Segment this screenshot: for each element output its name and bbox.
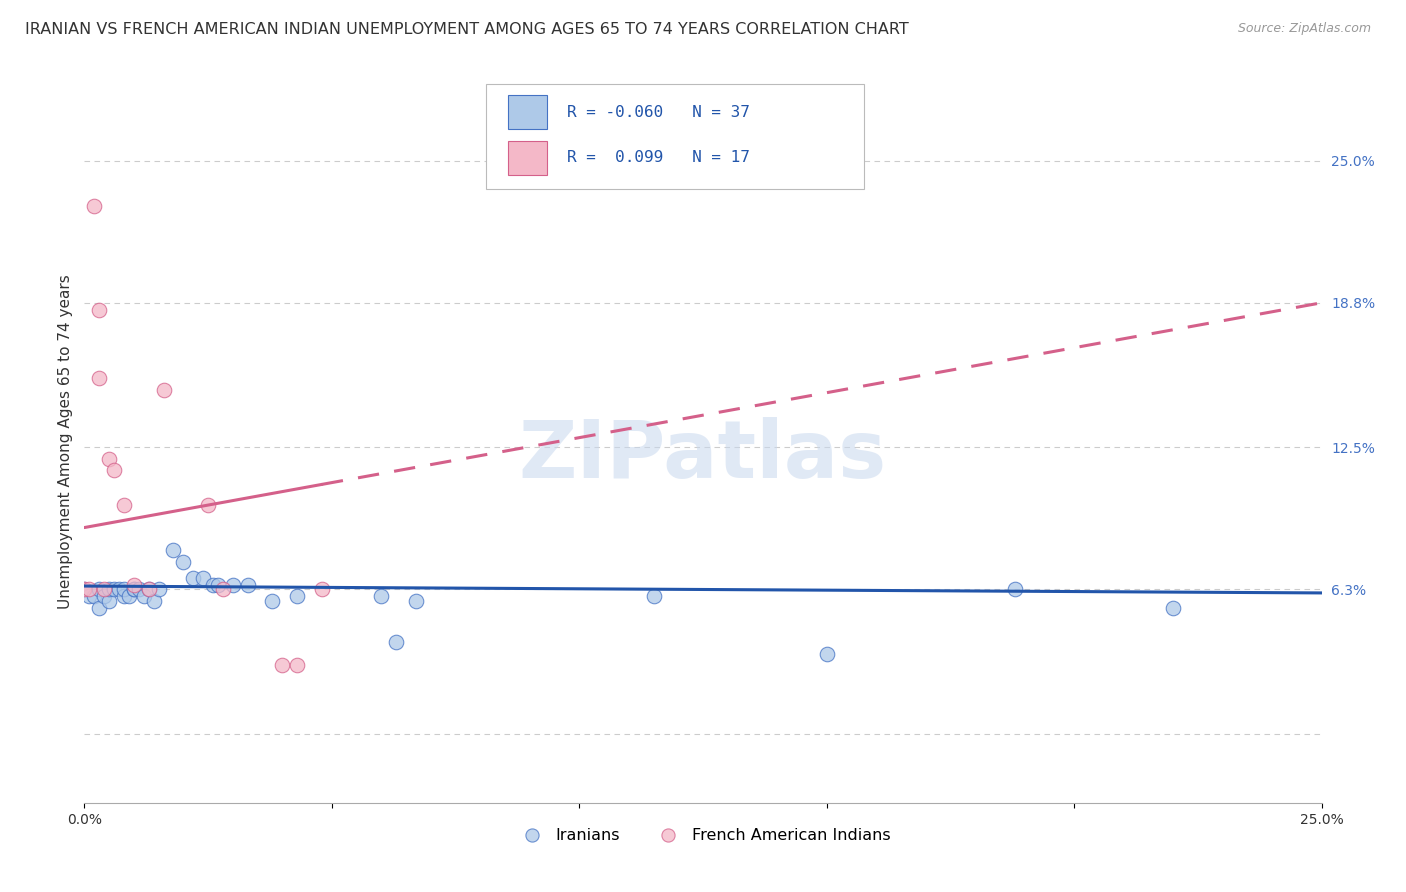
Point: [162, 543, 184, 558]
Point: [202, 578, 225, 592]
Text: IRANIAN VS FRENCH AMERICAN INDIAN UNEMPLOYMENT AMONG AGES 65 TO 74 YEARS CORRELA: IRANIAN VS FRENCH AMERICAN INDIAN UNEMPL…: [25, 22, 910, 37]
Point: [222, 578, 245, 592]
Point: [89, 302, 111, 317]
Point: [98, 594, 121, 608]
Point: [112, 582, 135, 597]
Point: [285, 590, 308, 604]
Point: [152, 383, 174, 397]
Point: [98, 582, 121, 597]
Legend: Iranians, French American Indians: Iranians, French American Indians: [509, 822, 897, 849]
FancyBboxPatch shape: [486, 84, 863, 189]
Point: [191, 571, 214, 585]
Point: [128, 582, 150, 597]
Point: [285, 658, 308, 673]
Point: [212, 582, 235, 597]
Point: [207, 578, 229, 592]
Point: [122, 578, 145, 592]
Point: [89, 600, 111, 615]
Point: [108, 582, 131, 597]
Point: [83, 199, 105, 213]
Point: [643, 590, 665, 604]
Point: [103, 463, 125, 477]
Point: [112, 590, 135, 604]
Point: [311, 582, 333, 597]
Point: [89, 371, 111, 385]
Point: [1161, 600, 1184, 615]
Point: [370, 590, 392, 604]
Point: [181, 571, 204, 585]
Point: [262, 594, 284, 608]
Point: [73, 582, 96, 597]
Point: [138, 582, 160, 597]
Point: [122, 582, 145, 597]
Point: [815, 647, 838, 661]
Point: [271, 658, 294, 673]
Point: [197, 498, 219, 512]
Point: [89, 582, 111, 597]
Point: [148, 582, 170, 597]
Point: [118, 590, 141, 604]
Text: R = -0.060   N = 37: R = -0.060 N = 37: [567, 104, 749, 120]
Point: [236, 578, 259, 592]
Point: [122, 582, 145, 597]
Text: ZIPatlas: ZIPatlas: [519, 417, 887, 495]
Point: [73, 582, 96, 597]
Point: [132, 590, 155, 604]
Y-axis label: Unemployment Among Ages 65 to 74 years: Unemployment Among Ages 65 to 74 years: [58, 274, 73, 609]
Text: Source: ZipAtlas.com: Source: ZipAtlas.com: [1237, 22, 1371, 36]
Point: [1004, 582, 1026, 597]
Point: [103, 582, 125, 597]
Point: [83, 590, 105, 604]
Point: [93, 590, 115, 604]
Point: [93, 582, 115, 597]
Point: [142, 594, 165, 608]
Point: [112, 498, 135, 512]
Point: [385, 635, 408, 649]
FancyBboxPatch shape: [508, 95, 547, 129]
Text: R =  0.099   N = 17: R = 0.099 N = 17: [567, 151, 749, 165]
FancyBboxPatch shape: [508, 141, 547, 176]
Point: [98, 451, 121, 466]
Point: [172, 555, 194, 569]
Point: [405, 594, 427, 608]
Point: [79, 582, 101, 597]
Point: [79, 590, 101, 604]
Point: [138, 582, 160, 597]
